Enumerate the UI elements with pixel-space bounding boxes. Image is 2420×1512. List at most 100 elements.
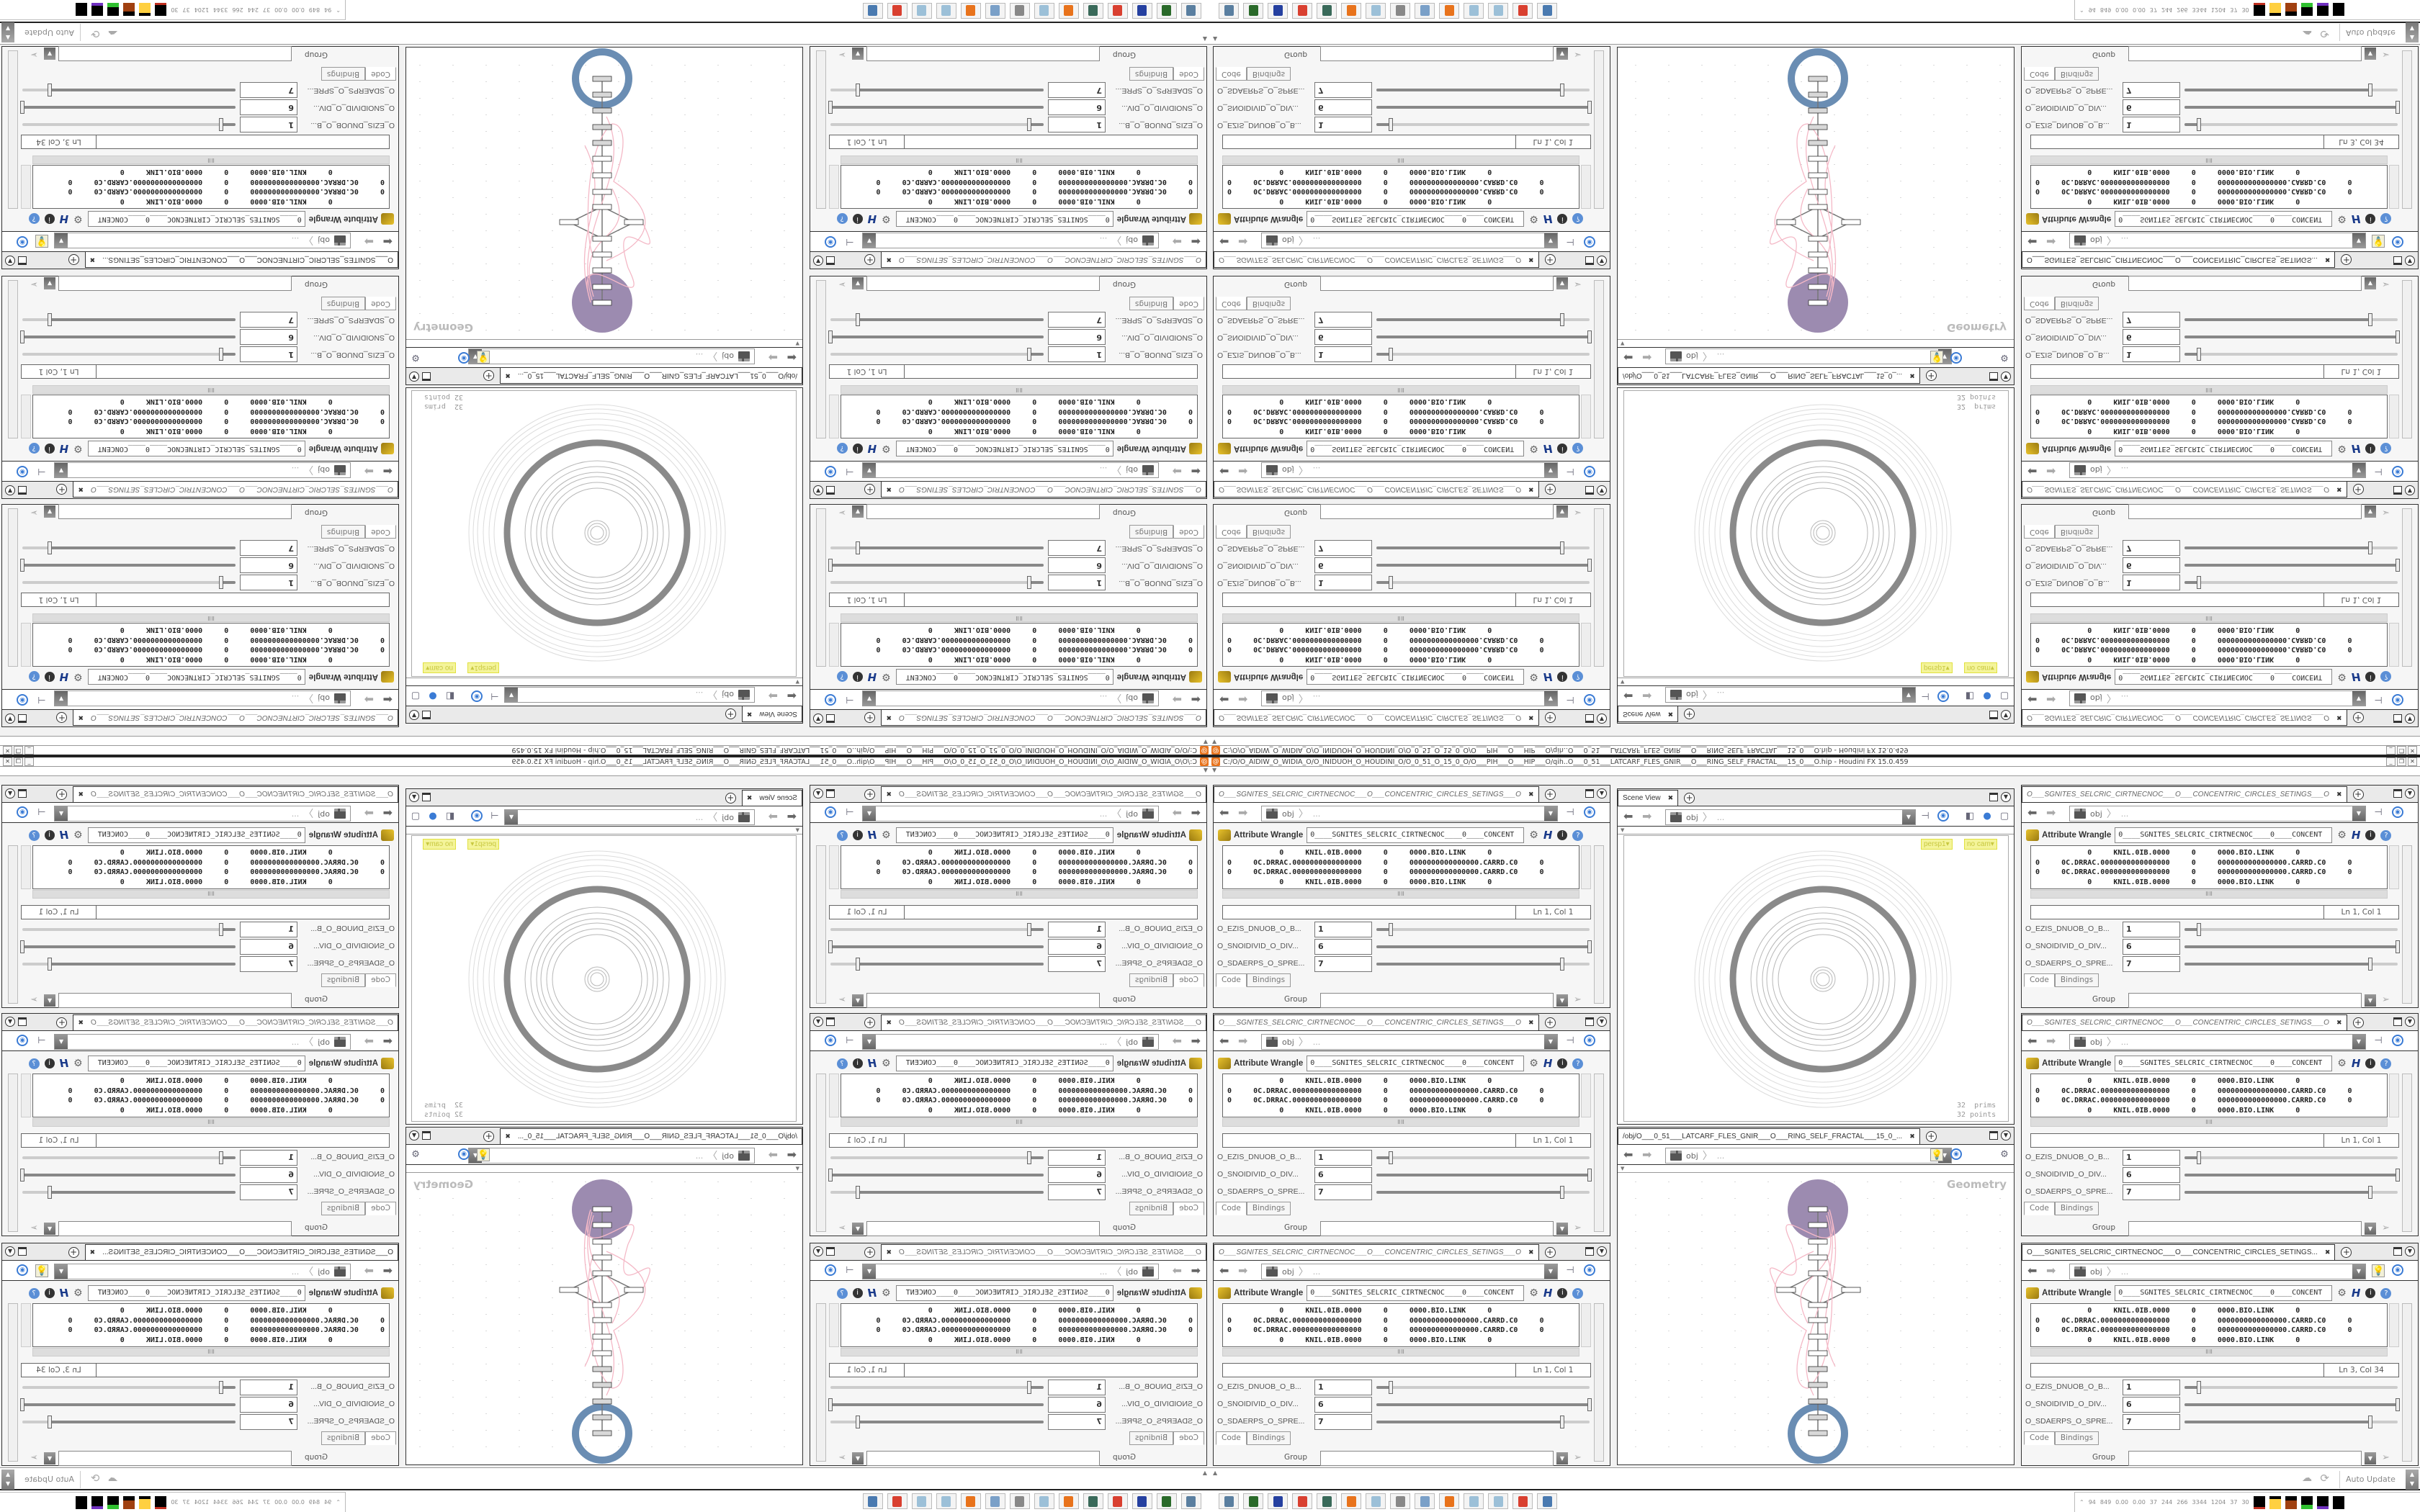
path-dropdown-button[interactable]: ▼ bbox=[1544, 1264, 1557, 1279]
select-arrow-icon[interactable]: ➢ bbox=[30, 49, 38, 60]
parameter-value-field[interactable]: 1 bbox=[240, 117, 297, 132]
restore-window-button[interactable]: ❐ bbox=[2397, 746, 2406, 755]
auto-update-spinner[interactable]: ▲ ▼ bbox=[2406, 1470, 2419, 1490]
forward-arrow-icon[interactable]: ➡ bbox=[1642, 689, 1652, 703]
slider-handle[interactable] bbox=[828, 559, 833, 572]
info-icon[interactable]: i bbox=[2365, 1288, 2376, 1298]
info-icon[interactable]: i bbox=[2365, 214, 2376, 224]
code-vertical-scrollbar[interactable] bbox=[21, 395, 31, 438]
path-more[interactable]: ... bbox=[1716, 690, 1725, 700]
select-arrow-icon[interactable]: ➢ bbox=[838, 507, 846, 518]
minimize-window-button[interactable]: _ bbox=[2386, 757, 2396, 766]
cube-icon[interactable]: ◧ bbox=[1965, 811, 1975, 822]
slider-handle[interactable] bbox=[2396, 101, 2400, 114]
pane-tab[interactable]: O___SGNITES_SELCRIC_CIRTNECNOC___O___CON… bbox=[1214, 482, 1539, 498]
path-more[interactable]: ... bbox=[1099, 693, 1108, 703]
forward-arrow-icon[interactable]: ➡ bbox=[768, 689, 778, 703]
slider-handle[interactable] bbox=[219, 1151, 224, 1164]
attribute-wrangle-icon[interactable] bbox=[1218, 829, 1231, 841]
parameter-value-field[interactable]: 1 bbox=[1048, 1380, 1106, 1395]
auto-update-spinner[interactable]: ▲ ▼ bbox=[1, 22, 14, 42]
path-more[interactable]: ... bbox=[291, 1037, 300, 1047]
code-horizontal-scrollbar[interactable]: ⠿⠿ bbox=[841, 385, 1198, 394]
help-icon[interactable]: ? bbox=[2380, 829, 2392, 841]
path-more[interactable]: ... bbox=[1312, 693, 1321, 703]
path-bar[interactable]: obj 〉 ... ▼ bbox=[1261, 462, 1558, 478]
auto-update-spinner[interactable]: ▲ ▼ bbox=[1, 1470, 14, 1490]
select-arrow-icon[interactable]: ➢ bbox=[1574, 507, 1582, 518]
parameter-value-field[interactable]: 7 bbox=[1314, 956, 1372, 972]
gear-icon[interactable]: ⚙ bbox=[1529, 671, 1538, 683]
close-tab-icon[interactable]: ✖ bbox=[1667, 711, 1674, 718]
slider-handle[interactable] bbox=[20, 559, 24, 572]
parameter-slider[interactable] bbox=[828, 1398, 1044, 1411]
flag-icon[interactable]: 💡 bbox=[477, 351, 490, 364]
parameter-value-field[interactable]: 7 bbox=[1314, 1414, 1372, 1430]
light-sphere-icon[interactable]: ● bbox=[429, 690, 437, 701]
info-icon[interactable]: i bbox=[1557, 1058, 1568, 1068]
no-cam-menu[interactable]: no cam▾ bbox=[423, 839, 456, 850]
slider-handle[interactable] bbox=[219, 923, 224, 936]
pane-menu-icon[interactable]: ▼ bbox=[2001, 792, 2011, 802]
close-tab-icon[interactable]: ✖ bbox=[505, 372, 511, 379]
select-arrow-icon[interactable]: ➢ bbox=[838, 49, 846, 60]
group-field[interactable] bbox=[2128, 1451, 2362, 1466]
add-tab-icon[interactable]: + bbox=[2352, 484, 2364, 495]
help-icon[interactable]: ? bbox=[836, 1058, 848, 1069]
node-name-field[interactable]: 0____SGNITES_SELCRIC_CIRTNECNOC____0____… bbox=[2115, 211, 2333, 227]
parameter-value-field[interactable]: 7 bbox=[240, 1414, 297, 1430]
notepad-icon[interactable] bbox=[1034, 1493, 1054, 1509]
parameter-slider[interactable] bbox=[830, 923, 1044, 936]
pane-menu-icon[interactable]: ▼ bbox=[1597, 1246, 1607, 1256]
forward-arrow-icon[interactable]: ➡ bbox=[364, 1264, 374, 1277]
minimize-window-button[interactable]: _ bbox=[24, 746, 34, 755]
parameter-value-field[interactable]: 1 bbox=[1314, 1380, 1372, 1395]
pane-menu-icon[interactable]: ▼ bbox=[409, 372, 419, 382]
link-icon[interactable]: ◉ bbox=[458, 1148, 470, 1160]
slider-handle[interactable] bbox=[1559, 1186, 1564, 1199]
gear-icon[interactable]: ⚙ bbox=[2000, 352, 2009, 363]
link-icon[interactable]: ◉ bbox=[1937, 690, 1949, 702]
network-node[interactable] bbox=[1808, 1366, 1828, 1372]
houdini-help-icon[interactable]: H bbox=[2351, 829, 2361, 842]
code-horizontal-scrollbar[interactable]: ⠿⠿ bbox=[841, 613, 1198, 622]
attribute-wrangle-icon[interactable] bbox=[1189, 1287, 1202, 1299]
network-node[interactable] bbox=[592, 189, 612, 195]
parameter-slider[interactable] bbox=[1376, 1186, 1590, 1199]
parameter-slider[interactable] bbox=[20, 330, 236, 343]
path-bar[interactable]: obj 〉 ... ▼ bbox=[2069, 806, 2366, 822]
group-dropdown-button[interactable]: ▼ bbox=[44, 994, 55, 1007]
parameter-slider[interactable] bbox=[2184, 1381, 2398, 1394]
select-arrow-icon[interactable]: ➢ bbox=[30, 279, 38, 289]
pane-tab[interactable]: O___SGNITES_SELCRIC_CIRTNECNOC___O___CON… bbox=[2022, 252, 2336, 268]
pane-tab[interactable]: Scene View ✖ bbox=[741, 706, 802, 722]
info-icon[interactable]: i bbox=[44, 830, 55, 840]
parameter-slider[interactable] bbox=[2184, 313, 2398, 326]
path-root[interactable]: obj bbox=[722, 1151, 734, 1161]
path-more[interactable]: ... bbox=[2120, 235, 2129, 246]
chrome-icon[interactable] bbox=[1108, 3, 1128, 19]
back-arrow-icon[interactable]: ⬅ bbox=[2027, 806, 2038, 819]
parameter-value-field[interactable]: 1 bbox=[1314, 575, 1372, 590]
gear-icon[interactable]: ⚙ bbox=[2337, 671, 2347, 683]
tab-bindings[interactable]: Bindings bbox=[2054, 973, 2099, 987]
forward-arrow-icon[interactable]: ➡ bbox=[768, 1148, 778, 1161]
slider-handle[interactable] bbox=[828, 1398, 833, 1411]
slider-handle[interactable] bbox=[1388, 1381, 1393, 1394]
path-bar[interactable]: obj 〉 ... ▼ bbox=[862, 233, 1159, 248]
parameter-slider[interactable] bbox=[20, 101, 236, 114]
forward-arrow-icon[interactable]: ➡ bbox=[768, 351, 778, 364]
slider-handle[interactable] bbox=[20, 1398, 24, 1411]
parameter-slider[interactable] bbox=[22, 348, 236, 361]
parameter-value-field[interactable]: 1 bbox=[2123, 1150, 2180, 1166]
group-dropdown-button[interactable]: ▼ bbox=[1556, 48, 1568, 60]
parameter-slider[interactable] bbox=[22, 541, 236, 554]
path-bar[interactable]: obj 〉 ... ▼ bbox=[862, 690, 1159, 706]
back-arrow-icon[interactable]: ⬅ bbox=[786, 689, 797, 703]
attribute-wrangle-icon[interactable] bbox=[1218, 1058, 1231, 1069]
link-icon[interactable]: ◉ bbox=[2392, 1035, 2403, 1046]
parameter-value-field[interactable]: 6 bbox=[1048, 99, 1106, 115]
slider-handle[interactable] bbox=[1559, 313, 1564, 326]
